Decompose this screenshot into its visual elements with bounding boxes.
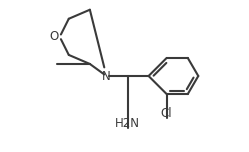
- Text: N: N: [102, 69, 111, 83]
- Text: Cl: Cl: [161, 107, 173, 120]
- Text: H2N: H2N: [115, 117, 140, 130]
- Text: O: O: [49, 30, 58, 43]
